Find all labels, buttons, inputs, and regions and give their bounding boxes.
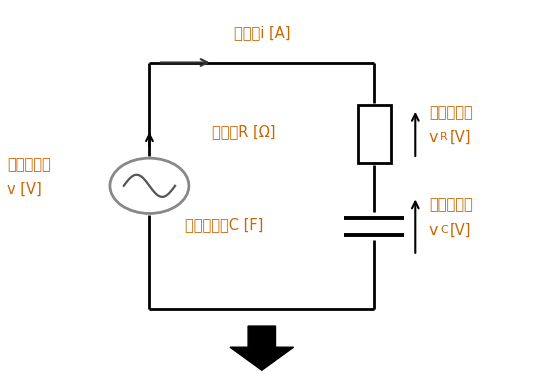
Text: 抗抗：R [Ω]: 抗抗：R [Ω] [213,125,276,140]
Bar [358,105,391,163]
Text: R: R [440,132,448,142]
Polygon shape [230,326,294,370]
Text: v: v [429,130,439,145]
Text: 交流電圧：: 交流電圧： [7,157,51,172]
Text: 電流：i [A]: 電流：i [A] [234,25,290,40]
Text: 電圧降下：: 電圧降下： [429,197,473,212]
Text: 静電容量：C [F]: 静電容量：C [F] [185,217,263,232]
Text: v: v [429,223,439,238]
Text: [V]: [V] [449,130,471,145]
Text: [V]: [V] [449,223,471,238]
Text: v [V]: v [V] [7,182,42,197]
Text: C: C [440,224,448,235]
Circle shape [110,158,189,214]
Text: 電圧降下：: 電圧降下： [429,105,473,120]
